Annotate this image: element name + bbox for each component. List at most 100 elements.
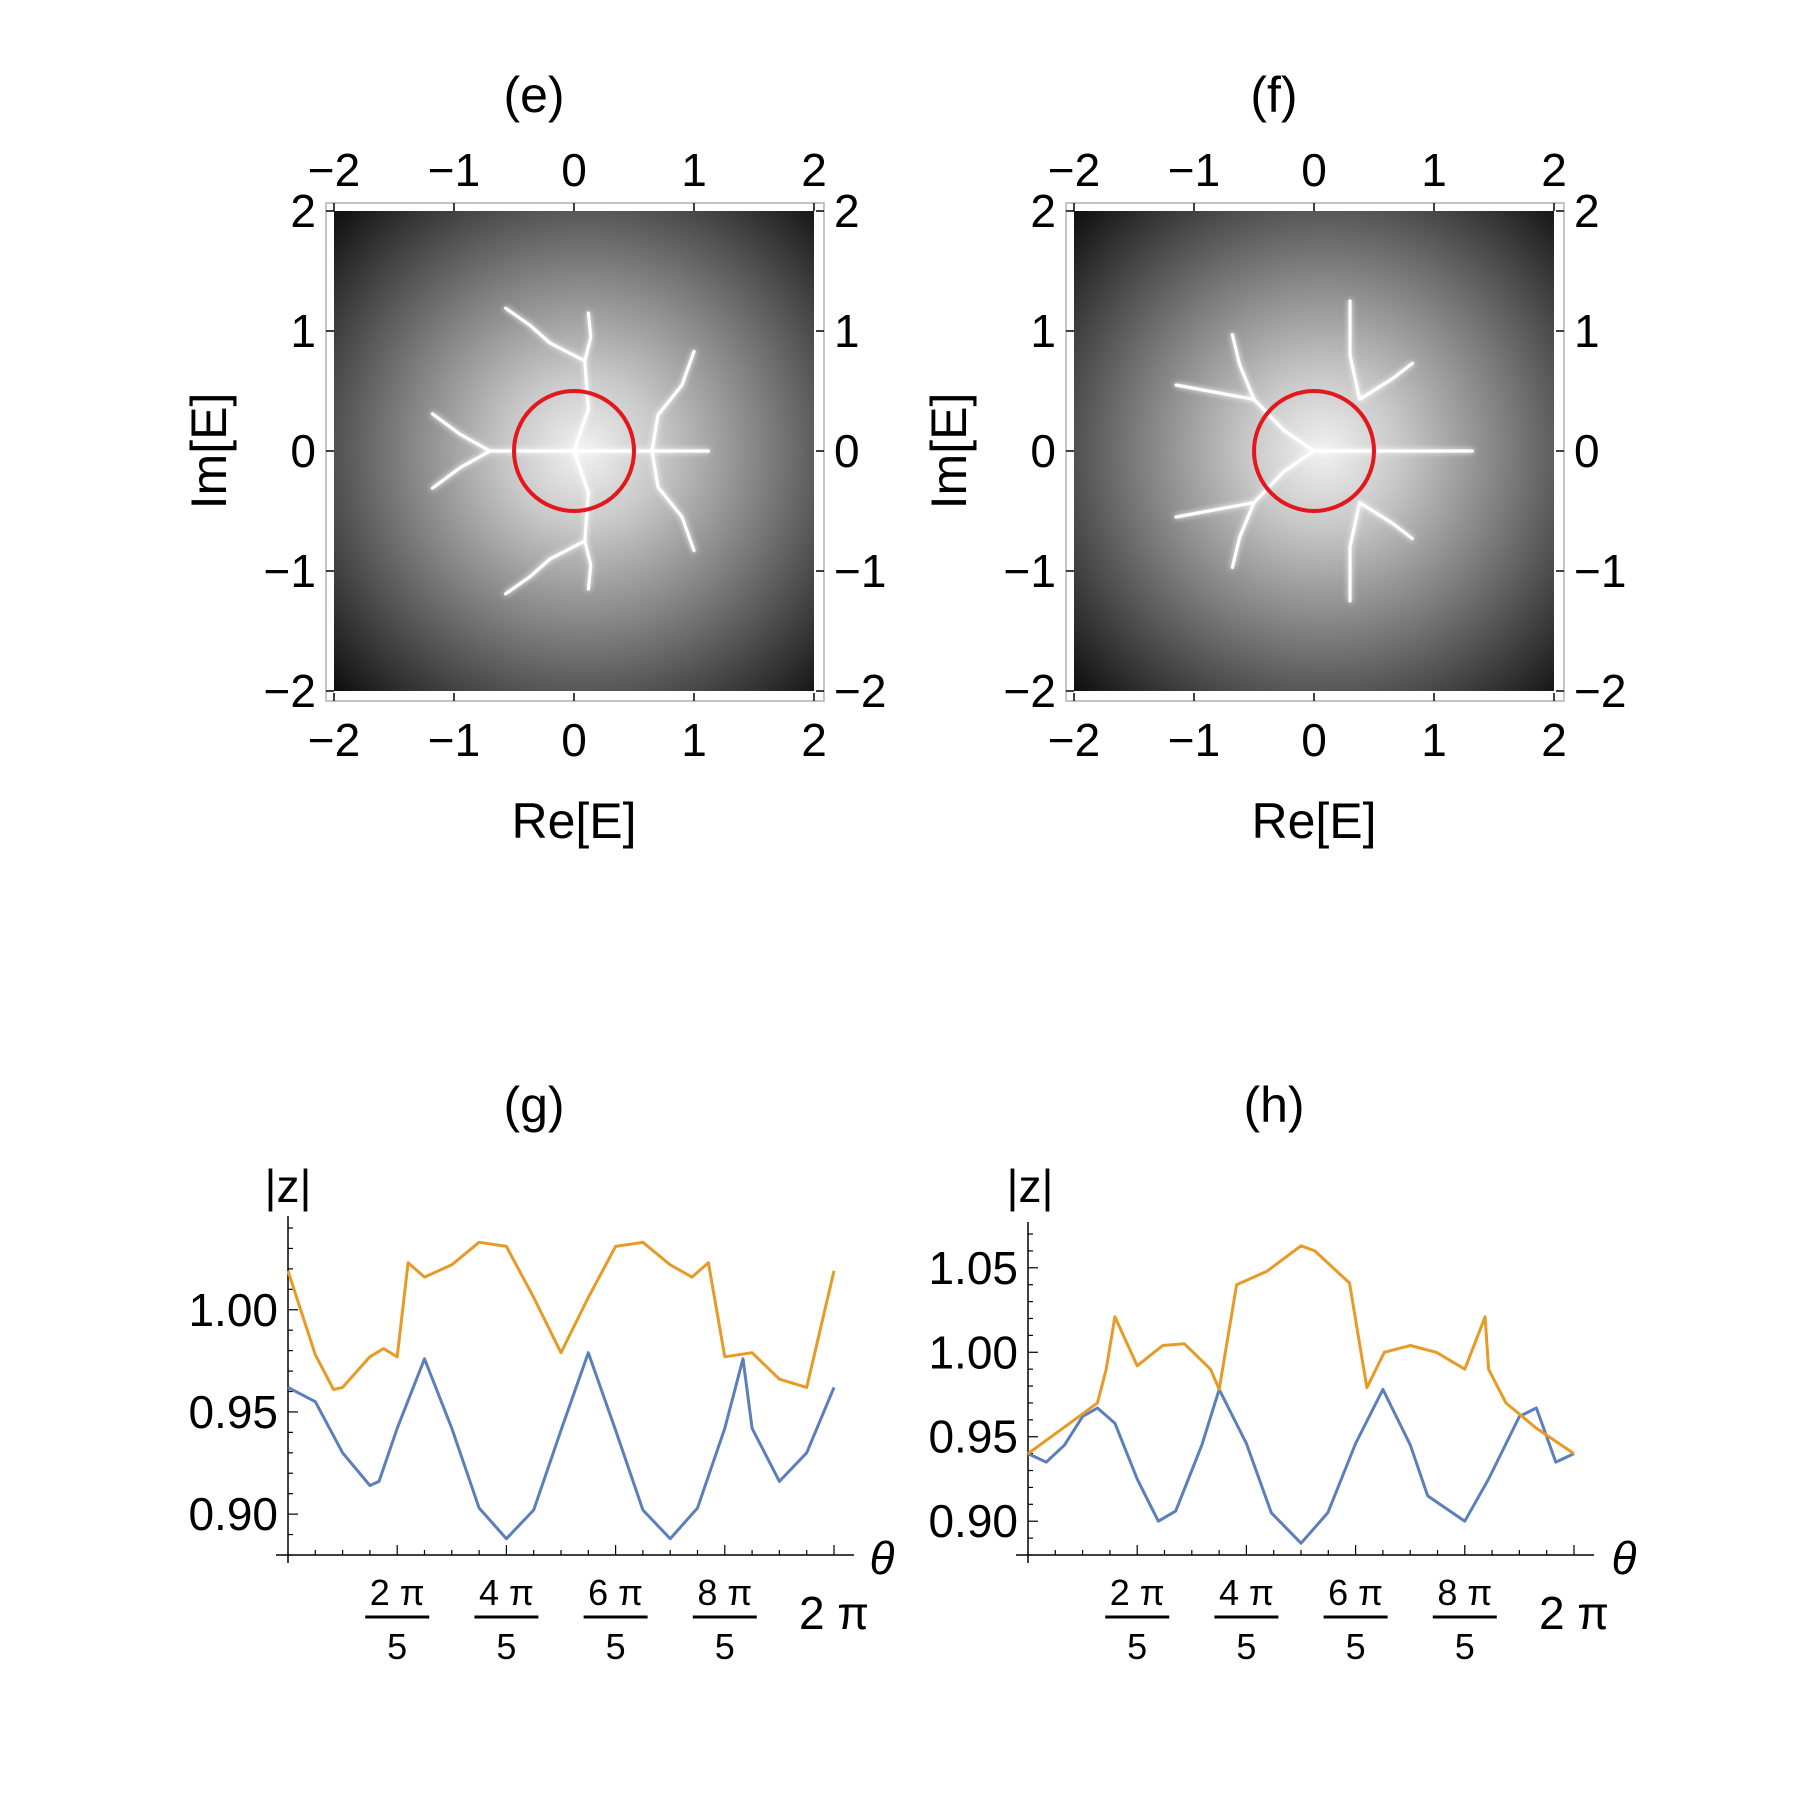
panel-e-spectral-branch bbox=[504, 306, 587, 363]
panel-g-series-orange-line bbox=[286, 1240, 836, 1391]
panel-g-y-tick-label: 0.95 bbox=[188, 1386, 278, 1438]
panel-e-spectral-branch bbox=[650, 449, 696, 553]
panel-g-title: (g) bbox=[503, 1077, 564, 1133]
panel-e-spectral-branch bbox=[583, 311, 593, 363]
panel-h-x-tick-numerator: 4 π bbox=[1219, 1572, 1274, 1613]
panel-f-spectral-branch bbox=[1358, 501, 1414, 541]
panel-e-left-tick-label: −1 bbox=[264, 545, 316, 597]
panel-g-x-tick-numerator: 4 π bbox=[479, 1572, 534, 1613]
panel-e-right-tick-label: −2 bbox=[834, 665, 886, 717]
panel-f-branches bbox=[1174, 299, 1474, 603]
panel-e-title: (e) bbox=[503, 67, 564, 123]
panel-e-right-tick-label: 2 bbox=[834, 185, 860, 237]
panel-f-ylabel: Im[E] bbox=[921, 393, 977, 510]
panel-g-xlabel: θ bbox=[870, 1532, 895, 1584]
panel-f-right-tick-label: 1 bbox=[1574, 305, 1600, 357]
panel-e-spectral-branch bbox=[430, 412, 492, 453]
panel-f-top-tick-label: 1 bbox=[1421, 144, 1447, 196]
panel-e-branches bbox=[430, 306, 710, 596]
panel-f-spectral-branch bbox=[1230, 333, 1256, 401]
panel-h-x-tick-label: 2 π5 bbox=[1105, 1572, 1170, 1667]
panel-e-bottom-tick-label: −1 bbox=[428, 714, 480, 766]
panel-f-top-tick-label: −2 bbox=[1048, 144, 1100, 196]
panel-h: (h) |z| θ 0.900.951.001.052 π54 π56 π58 … bbox=[928, 1077, 1636, 1667]
panel-e-spectral-branch bbox=[572, 359, 590, 453]
panel-f-top-tick-label: −1 bbox=[1168, 144, 1220, 196]
panel-g-x-tick-numerator: 2 π bbox=[370, 1572, 425, 1613]
panel-e-top-tick-label: −2 bbox=[308, 144, 360, 196]
panel-g-x-tick-numerator: 8 π bbox=[697, 1572, 752, 1613]
panel-e-spectral-branch bbox=[430, 449, 492, 490]
panel-f-left-tick-label: 0 bbox=[1030, 425, 1056, 477]
panel-e-xlabel: Re[E] bbox=[511, 793, 636, 849]
panel-f-right-tick-label: 0 bbox=[1574, 425, 1600, 477]
panel-f-left-tick-label: −2 bbox=[1004, 665, 1056, 717]
panel-f-bottom-tick-label: 1 bbox=[1421, 714, 1447, 766]
panel-f-spectral-branch bbox=[1174, 449, 1316, 519]
panel-e-left-tick-label: −2 bbox=[264, 665, 316, 717]
panel-f-frame bbox=[1065, 202, 1565, 702]
panel-g-series-blue-line bbox=[287, 1351, 836, 1541]
panel-h-ylabel: |z| bbox=[1007, 1160, 1054, 1212]
panel-e-red-circle bbox=[512, 389, 636, 513]
panel-g-x-tick-denominator: 5 bbox=[387, 1626, 407, 1667]
panel-f-spectral-branch bbox=[1358, 361, 1414, 401]
panel-f-right-tick-label: 2 bbox=[1574, 185, 1600, 237]
panel-e-top-tick-label: 1 bbox=[681, 144, 707, 196]
panel-f-bottom-tick-label: 0 bbox=[1301, 714, 1327, 766]
panel-e-spectral-branch bbox=[504, 539, 587, 596]
panel-h-xlabel: θ bbox=[1612, 1532, 1637, 1584]
panel-f-left-tick-label: −1 bbox=[1004, 545, 1056, 597]
panel-e-bottom-tick-label: 0 bbox=[561, 714, 587, 766]
panel-e-bottom-tick-label: −2 bbox=[308, 714, 360, 766]
panel-f-spectral-branch bbox=[1230, 501, 1256, 569]
panel-h-x-tick-denominator: 5 bbox=[1455, 1626, 1475, 1667]
panel-g-x-tick-label: 6 π5 bbox=[583, 1572, 648, 1667]
panel-e-spectral-branch bbox=[650, 349, 696, 453]
panel-h-title: (h) bbox=[1243, 1077, 1304, 1133]
panel-f-bottom-tick-label: −1 bbox=[1168, 714, 1220, 766]
panel-g-y-tick-label: 1.00 bbox=[188, 1284, 278, 1336]
panel-e-right-tick-label: −1 bbox=[834, 545, 886, 597]
panel-f-top-tick-label: 0 bbox=[1301, 144, 1327, 196]
panel-f-spectral-branch bbox=[1348, 501, 1362, 603]
panel-f-xlabel: Re[E] bbox=[1251, 793, 1376, 849]
panel-g-x-tick-denominator: 5 bbox=[496, 1626, 516, 1667]
panel-h-y-tick-label: 0.95 bbox=[928, 1411, 1018, 1463]
panel-f-right-tick-label: −1 bbox=[1574, 545, 1626, 597]
panel-h-x-tick-denominator: 5 bbox=[1127, 1626, 1147, 1667]
panel-h-x-tick-label: 6 π5 bbox=[1323, 1572, 1388, 1667]
panel-h-x-tick-label: 4 π5 bbox=[1214, 1572, 1279, 1667]
panel-f-title: (f) bbox=[1250, 67, 1297, 123]
panel-f-red-circle bbox=[1252, 389, 1376, 513]
panel-h-x-tick-label: 2 π bbox=[1539, 1587, 1609, 1639]
panel-h-series-blue-line bbox=[1027, 1387, 1575, 1545]
panel-g: (g) |z| θ 0.900.951.002 π54 π56 π58 π52 … bbox=[188, 1077, 894, 1667]
panel-g-x-tick-label: 2 π5 bbox=[365, 1572, 430, 1667]
panel-f-bottom-tick-label: −2 bbox=[1048, 714, 1100, 766]
panel-g-x-tick-denominator: 5 bbox=[606, 1626, 626, 1667]
panel-e-bottom-tick-label: 1 bbox=[681, 714, 707, 766]
panel-h-x-tick-denominator: 5 bbox=[1346, 1626, 1366, 1667]
panel-h-y-tick-label: 0.90 bbox=[928, 1495, 1018, 1547]
panel-h-x-tick-denominator: 5 bbox=[1236, 1626, 1256, 1667]
panel-f-spectral-branch bbox=[1348, 299, 1362, 401]
panel-e-spectral-branch bbox=[572, 449, 590, 543]
panel-f-spectral-branch bbox=[1174, 383, 1316, 453]
panel-e-left-tick-label: 0 bbox=[290, 425, 316, 477]
panel-g-x-tick-label: 4 π5 bbox=[474, 1572, 539, 1667]
panel-f-left-tick-label: 1 bbox=[1030, 305, 1056, 357]
panel-g-x-tick-label: 2 π bbox=[799, 1587, 869, 1639]
panel-f-bottom-tick-label: 2 bbox=[1541, 714, 1567, 766]
panel-h-y-tick-label: 1.05 bbox=[928, 1242, 1018, 1294]
panel-e-top-tick-label: −1 bbox=[428, 144, 480, 196]
panel-h-series-orange-line bbox=[1027, 1244, 1575, 1455]
panel-f-left-tick-label: 2 bbox=[1030, 185, 1056, 237]
panel-h-x-tick-numerator: 8 π bbox=[1437, 1572, 1492, 1613]
panel-e-frame bbox=[325, 202, 825, 702]
panel-e-left-tick-label: 2 bbox=[290, 185, 316, 237]
panel-g-x-tick-denominator: 5 bbox=[715, 1626, 735, 1667]
